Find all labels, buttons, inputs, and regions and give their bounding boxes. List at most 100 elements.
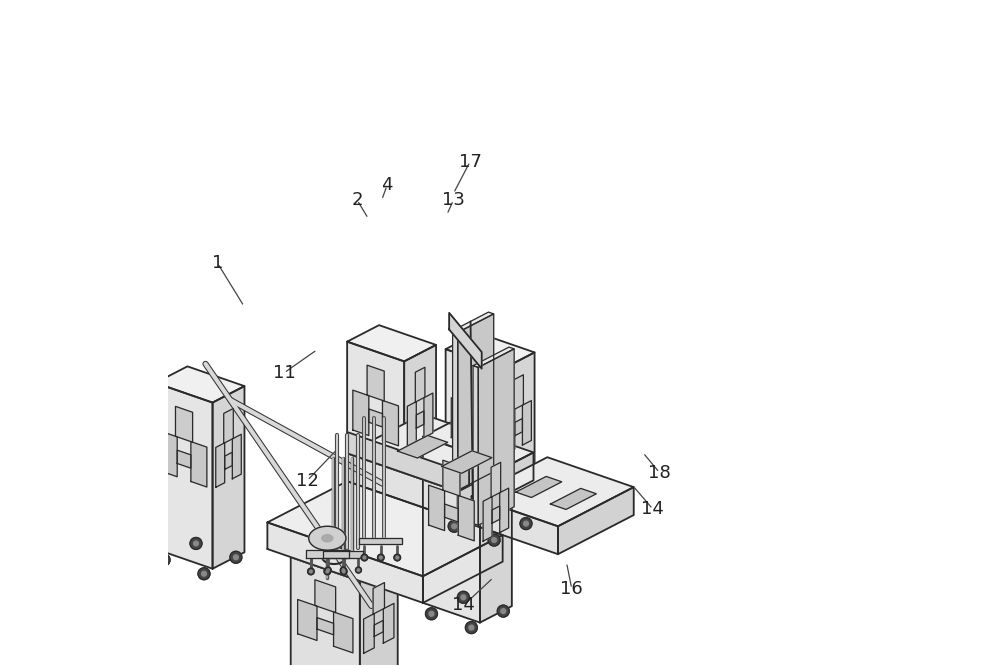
Polygon shape [416, 411, 424, 428]
Circle shape [357, 569, 360, 571]
Polygon shape [177, 450, 191, 468]
Polygon shape [216, 443, 225, 488]
Circle shape [448, 520, 460, 532]
Circle shape [230, 551, 242, 563]
Circle shape [461, 595, 466, 599]
Text: 17: 17 [459, 153, 482, 170]
Circle shape [340, 567, 346, 573]
Polygon shape [347, 325, 436, 362]
Circle shape [396, 556, 399, 559]
Polygon shape [374, 620, 383, 637]
Polygon shape [191, 442, 207, 487]
Polygon shape [315, 579, 336, 613]
Polygon shape [404, 345, 436, 527]
Circle shape [520, 517, 532, 529]
Polygon shape [446, 349, 503, 535]
Polygon shape [449, 313, 482, 369]
Circle shape [324, 568, 331, 575]
Polygon shape [466, 373, 483, 408]
Circle shape [190, 537, 202, 549]
Polygon shape [398, 436, 448, 458]
Polygon shape [424, 393, 433, 438]
Polygon shape [446, 333, 535, 369]
Polygon shape [458, 452, 533, 519]
Circle shape [310, 570, 312, 573]
Polygon shape [347, 432, 458, 492]
Polygon shape [224, 408, 233, 444]
Polygon shape [347, 342, 404, 527]
Circle shape [480, 503, 492, 515]
Polygon shape [291, 557, 360, 666]
Polygon shape [478, 349, 514, 525]
Circle shape [340, 568, 347, 575]
Circle shape [465, 621, 477, 633]
Polygon shape [516, 476, 562, 498]
Polygon shape [156, 383, 213, 569]
Text: 13: 13 [442, 191, 465, 209]
Polygon shape [550, 488, 596, 509]
Polygon shape [267, 522, 423, 603]
Polygon shape [291, 537, 398, 581]
Circle shape [469, 625, 474, 630]
Text: 18: 18 [648, 464, 671, 482]
Polygon shape [451, 398, 467, 443]
Polygon shape [369, 409, 382, 427]
Circle shape [327, 569, 329, 571]
Circle shape [326, 570, 329, 573]
Polygon shape [359, 537, 402, 544]
Polygon shape [423, 535, 503, 603]
Polygon shape [473, 366, 478, 525]
Circle shape [202, 571, 206, 576]
Polygon shape [347, 454, 458, 519]
Text: 14: 14 [641, 500, 664, 518]
Polygon shape [458, 496, 474, 541]
Polygon shape [353, 390, 369, 436]
Circle shape [429, 611, 434, 616]
Circle shape [378, 554, 384, 561]
Polygon shape [558, 487, 634, 554]
Polygon shape [415, 367, 425, 402]
Polygon shape [500, 488, 509, 533]
Circle shape [497, 605, 509, 617]
Circle shape [162, 557, 166, 562]
Circle shape [308, 568, 314, 575]
Polygon shape [213, 386, 244, 569]
Text: 12: 12 [296, 472, 319, 490]
Polygon shape [232, 434, 241, 479]
Polygon shape [453, 312, 494, 332]
Circle shape [342, 570, 345, 573]
Polygon shape [161, 432, 177, 477]
Polygon shape [515, 418, 522, 436]
Circle shape [194, 541, 198, 546]
Text: 1: 1 [212, 254, 223, 272]
Text: 4: 4 [381, 176, 393, 194]
Polygon shape [458, 464, 469, 492]
Polygon shape [423, 437, 480, 623]
Circle shape [425, 608, 437, 620]
Polygon shape [423, 420, 512, 456]
Circle shape [452, 524, 457, 529]
Polygon shape [334, 612, 353, 653]
Polygon shape [407, 402, 416, 446]
Polygon shape [481, 408, 497, 454]
Polygon shape [225, 452, 232, 470]
Circle shape [342, 569, 345, 571]
Polygon shape [383, 603, 394, 643]
Polygon shape [317, 617, 334, 635]
Polygon shape [360, 561, 398, 666]
Polygon shape [306, 550, 349, 558]
Polygon shape [442, 451, 492, 474]
Polygon shape [480, 440, 512, 623]
Polygon shape [298, 599, 317, 641]
Text: 11: 11 [273, 364, 295, 382]
Ellipse shape [309, 526, 346, 550]
Circle shape [524, 521, 528, 526]
Polygon shape [506, 409, 515, 454]
Polygon shape [472, 496, 558, 554]
Circle shape [325, 567, 331, 573]
Text: 2: 2 [351, 191, 363, 209]
Polygon shape [175, 406, 193, 442]
Polygon shape [364, 613, 374, 653]
Polygon shape [445, 504, 458, 522]
Polygon shape [373, 583, 384, 614]
